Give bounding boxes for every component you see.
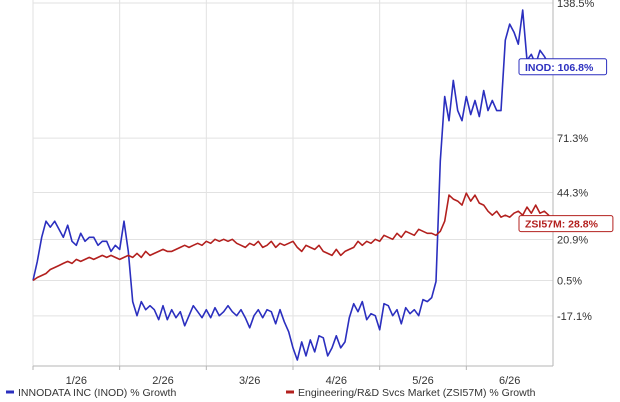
y-tick-labels: 138.5% 71.3% 44.3% 20.9% 0.5% -17.1% bbox=[557, 0, 595, 323]
x-tick-label: 1/26 bbox=[66, 375, 87, 387]
y-tick-label: 138.5% bbox=[557, 0, 595, 10]
end-value-callouts: INOD: 106.8% ZSI57M: 28.8% bbox=[518, 58, 614, 233]
x-tick-label: 2/26 bbox=[152, 375, 173, 387]
x-tick-label: 6/26 bbox=[499, 375, 520, 387]
x-gridlines bbox=[32, 0, 467, 370]
zsi57m-series-line bbox=[32, 192, 554, 282]
legend: INNODATA INC (INOD) % Growth Engineering/… bbox=[6, 387, 536, 399]
callout-box bbox=[518, 215, 614, 233]
x-tick-label: 4/26 bbox=[326, 375, 347, 387]
zsi57m-end-callout: ZSI57M: 28.8% bbox=[518, 215, 614, 233]
legend-label-inod: INNODATA INC (INOD) % Growth bbox=[18, 387, 176, 399]
callout-box bbox=[518, 58, 608, 76]
x-tick-label: 3/26 bbox=[239, 375, 260, 387]
inod-end-callout: INOD: 106.8% bbox=[518, 58, 608, 76]
x-tick-label: 5/26 bbox=[412, 375, 433, 387]
y-tick-label: 0.5% bbox=[557, 276, 582, 288]
legend-label-zsi57m: Engineering/R&D Svcs Market (ZSI57M) % G… bbox=[298, 387, 536, 399]
y-tick-label: 71.3% bbox=[557, 133, 588, 145]
callout-label: INOD: 106.8% bbox=[525, 62, 594, 74]
y-tick-label: -17.1% bbox=[557, 311, 592, 323]
series-layer bbox=[32, 9, 554, 361]
x-tick-labels: 1/26 2/26 3/26 4/26 5/26 6/26 bbox=[66, 375, 521, 387]
callout-label: ZSI57M: 28.8% bbox=[525, 219, 599, 231]
y-tick-label: 20.9% bbox=[557, 235, 588, 247]
y-tick-label: 44.3% bbox=[557, 187, 588, 199]
inod-series-line bbox=[32, 9, 554, 361]
